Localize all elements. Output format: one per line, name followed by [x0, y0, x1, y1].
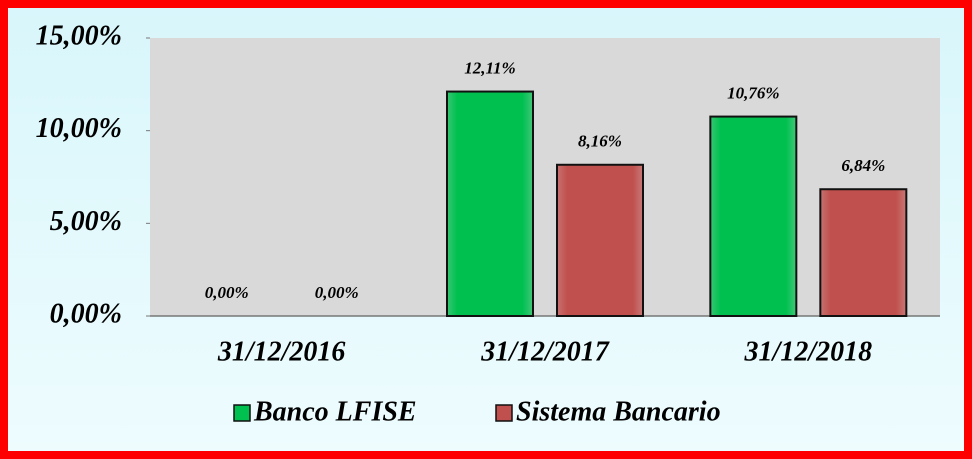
value-label: 10,76% — [727, 83, 779, 102]
y-tick-label: 10,00% — [36, 113, 122, 144]
plot-area — [150, 38, 940, 316]
bar — [446, 90, 534, 317]
x-tick-label: 31/12/2016 — [217, 336, 346, 367]
x-tick-label: 31/12/2017 — [480, 336, 610, 367]
bar — [556, 163, 644, 317]
value-label: 6,84% — [841, 156, 885, 175]
y-tick-label: 0,00% — [50, 298, 122, 329]
legend-label: Banco LFISE — [253, 396, 417, 427]
value-label: 8,16% — [578, 132, 622, 151]
value-label: 0,00% — [205, 283, 249, 302]
x-tick-label: 31/12/2018 — [744, 336, 873, 367]
legend-label: Sistema Bancario — [516, 396, 721, 427]
value-label: 12,11% — [464, 58, 515, 77]
value-label: 0,00% — [315, 283, 359, 302]
y-tick-label: 5,00% — [50, 206, 122, 237]
y-tick-label: 15,00% — [36, 20, 122, 51]
bar — [819, 188, 908, 317]
legend-swatch — [233, 404, 251, 422]
bar — [709, 115, 798, 318]
legend-swatch — [495, 404, 513, 422]
